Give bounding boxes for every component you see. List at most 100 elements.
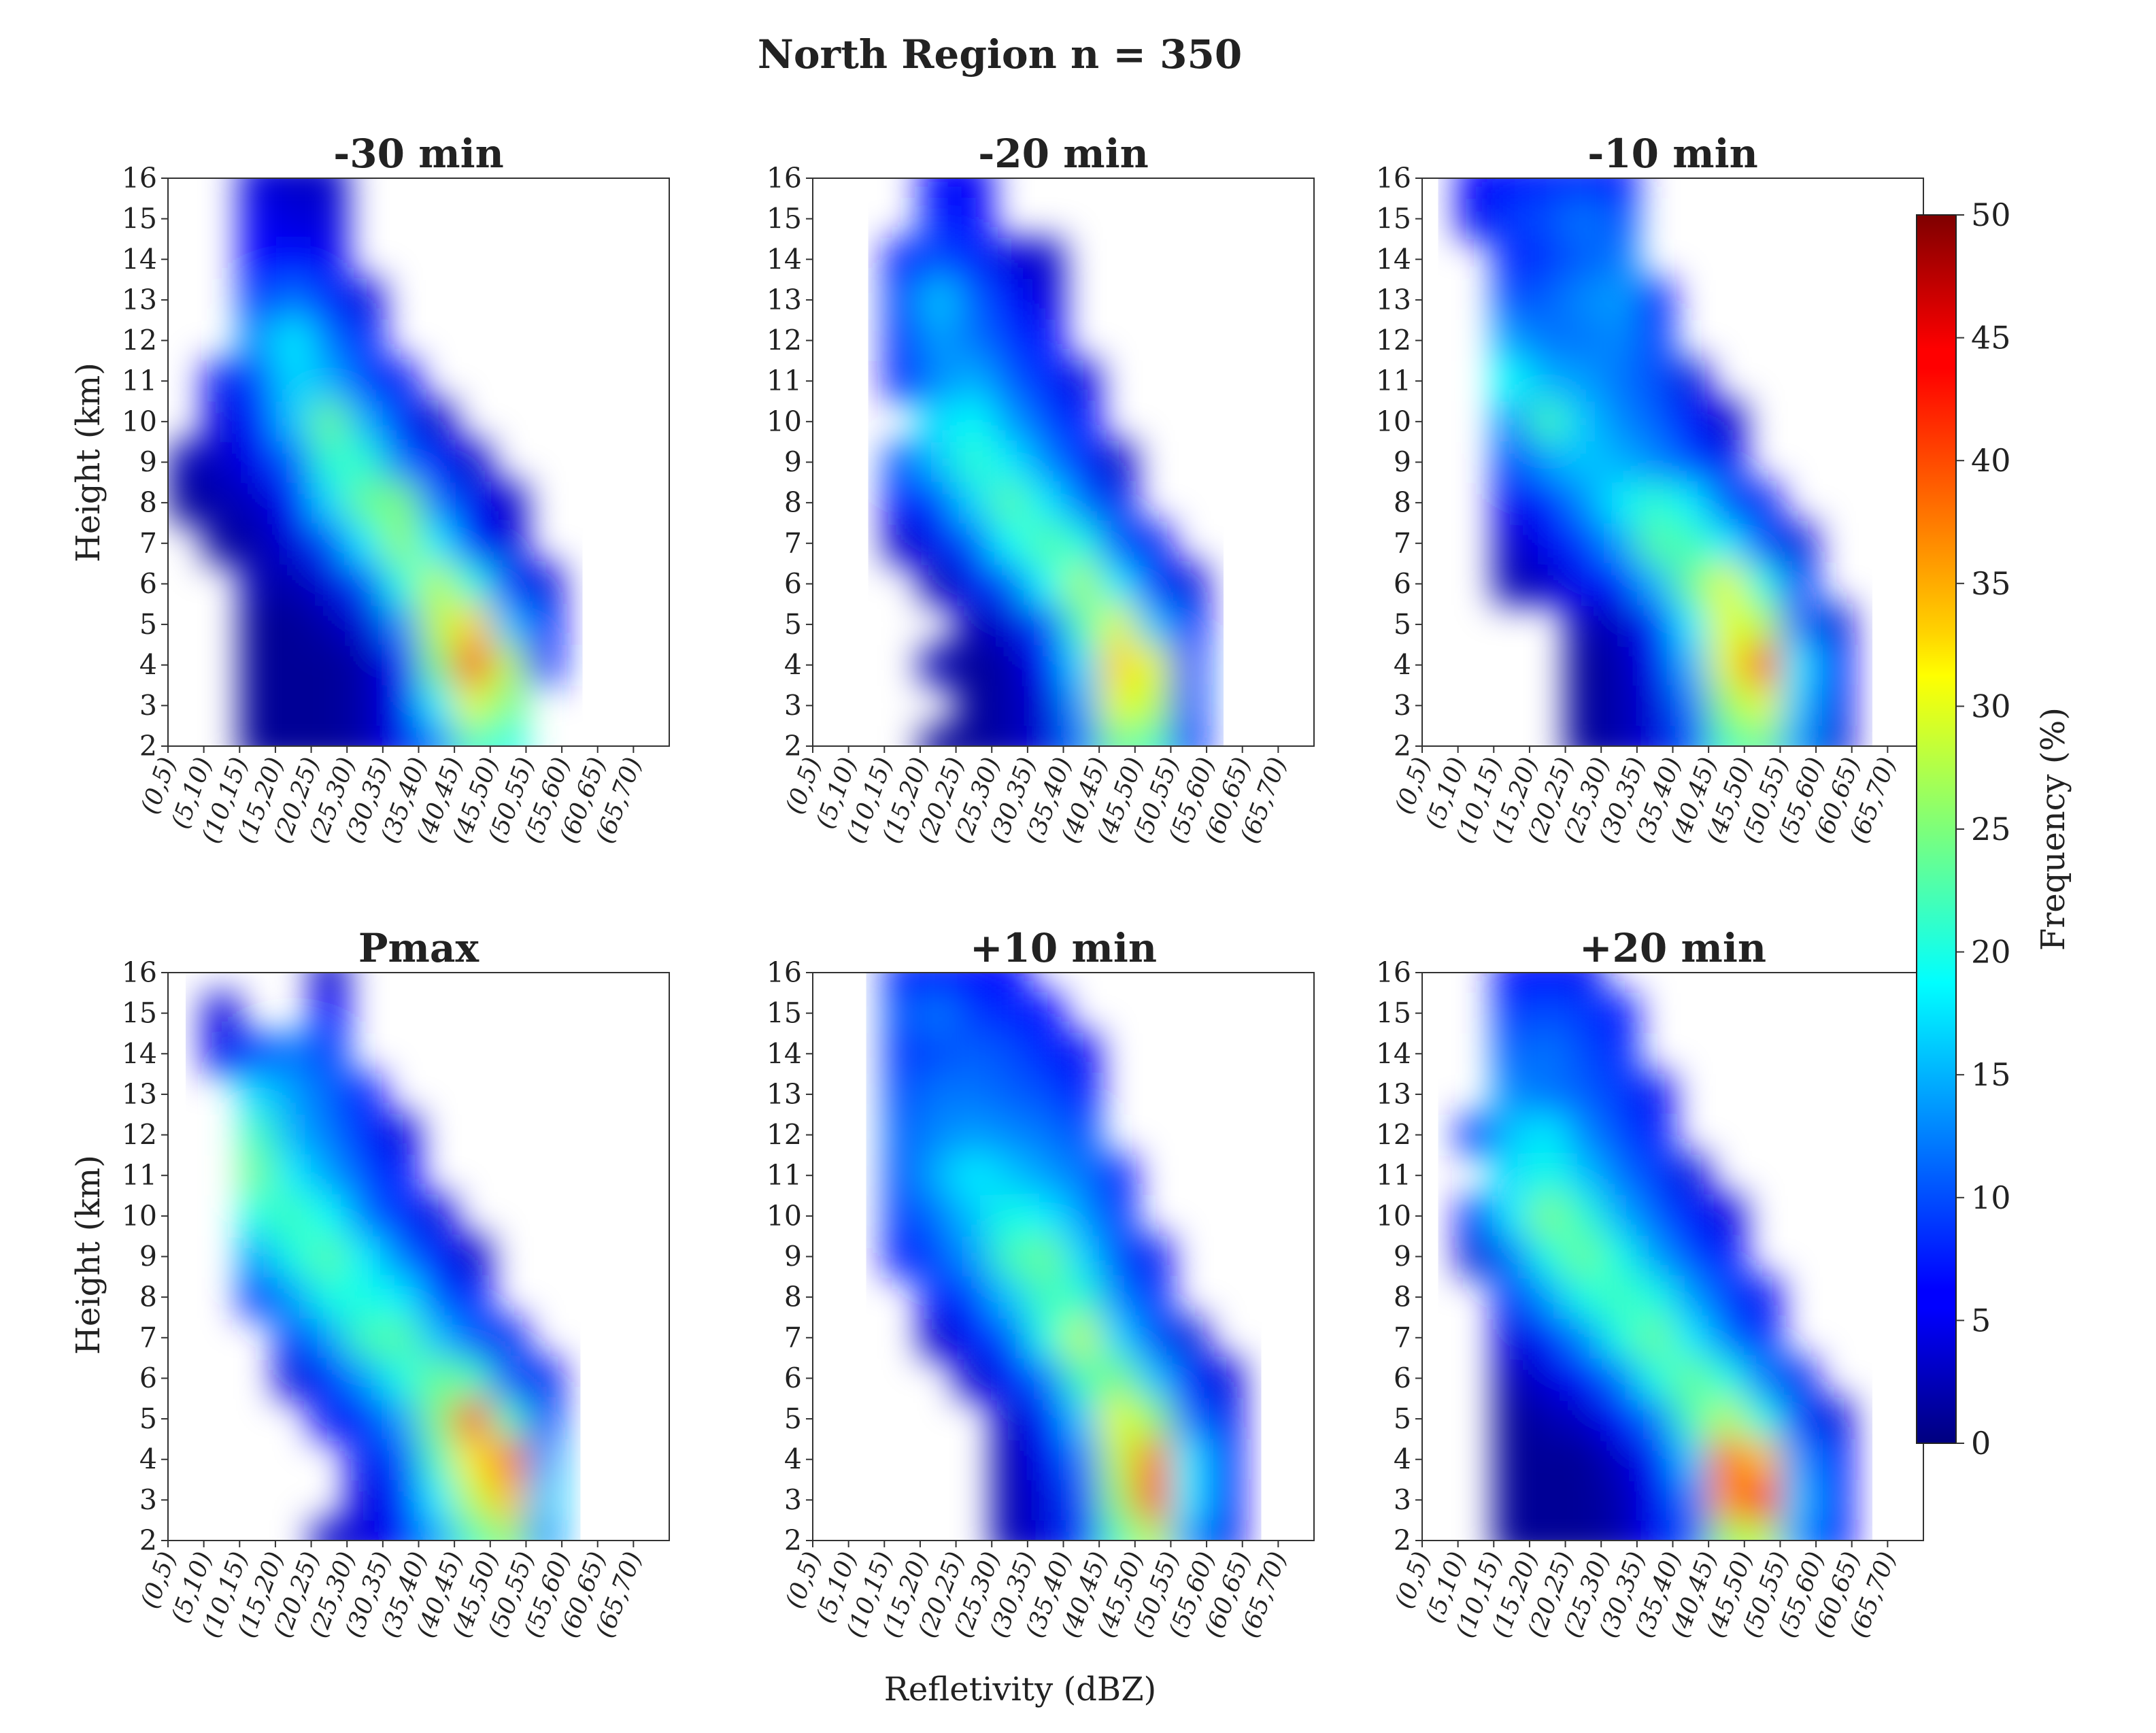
- cell: [1744, 1398, 1781, 1440]
- cell: [311, 1155, 348, 1197]
- cell: [1027, 1317, 1064, 1359]
- cell: [454, 563, 491, 605]
- cell: [347, 482, 384, 524]
- cell: [1708, 1358, 1745, 1400]
- cell: [1027, 360, 1064, 403]
- y-tick-label: 5: [1394, 608, 1411, 641]
- cell: [1027, 1236, 1064, 1278]
- cell: [203, 441, 241, 484]
- y-tick-label: 12: [767, 1119, 802, 1151]
- cell: [1601, 1074, 1638, 1115]
- cell: [1063, 644, 1100, 686]
- cell: [1099, 522, 1136, 565]
- cell: [1708, 726, 1745, 746]
- panel-title: -30 min: [333, 131, 504, 177]
- cell: [1170, 1358, 1208, 1400]
- cell: [1565, 685, 1602, 727]
- y-tick-label: 16: [122, 956, 157, 989]
- cell: [1565, 726, 1602, 746]
- cell: [311, 178, 348, 199]
- cell: [1134, 1236, 1172, 1278]
- cell: [1601, 1196, 1638, 1237]
- cell: [275, 644, 312, 686]
- cell: [239, 320, 276, 362]
- cell: [1207, 1479, 1243, 1521]
- cell: [920, 1277, 957, 1318]
- cell: [382, 563, 420, 605]
- cell: [1744, 522, 1781, 565]
- cell: [275, 726, 312, 746]
- y-tick-label: 7: [784, 527, 802, 560]
- cell: [1565, 280, 1602, 321]
- cell: [1494, 178, 1530, 199]
- y-tick-label: 7: [139, 527, 157, 560]
- cell: [992, 604, 1028, 645]
- cell: [956, 1155, 993, 1197]
- cell: [884, 482, 921, 524]
- cell: [275, 1114, 312, 1156]
- cell: [1207, 1520, 1243, 1541]
- y-tick-label: 4: [139, 649, 157, 682]
- cell: [490, 726, 527, 746]
- panel-title: Pmax: [358, 925, 479, 971]
- cell: [1494, 1520, 1530, 1541]
- panel-3: -10 min2345678910111213141516(0,5)(5,10)…: [1376, 131, 1924, 847]
- cell: [920, 1033, 957, 1075]
- cell: [1099, 1479, 1136, 1521]
- cell: [1816, 1479, 1853, 1521]
- cell: [311, 644, 348, 686]
- cell: [275, 1358, 312, 1400]
- cell: [1529, 563, 1566, 605]
- cell: [490, 1438, 527, 1481]
- cell: [275, 685, 312, 727]
- cell: [1529, 401, 1566, 443]
- cell: [275, 563, 312, 605]
- panel-2-cells: [884, 178, 1208, 746]
- cell: [490, 1358, 527, 1400]
- cell: [1063, 360, 1100, 403]
- y-tick-label: 9: [1394, 446, 1411, 479]
- cell: [1099, 563, 1136, 605]
- cell: [1099, 1317, 1136, 1359]
- cell: [490, 1398, 527, 1440]
- cell: [347, 1236, 384, 1278]
- cell: [1099, 441, 1136, 484]
- cell: [920, 1114, 957, 1156]
- cell: [1601, 1317, 1638, 1359]
- cell: [490, 1317, 527, 1359]
- cell: [992, 685, 1028, 727]
- cell: [311, 280, 348, 321]
- cell: [1529, 1398, 1566, 1440]
- y-tick-label: 6: [139, 567, 157, 600]
- cell: [1780, 1438, 1817, 1481]
- cell: [1027, 1479, 1064, 1521]
- cell: [1708, 1520, 1745, 1541]
- y-tick-label: 6: [1394, 1362, 1411, 1394]
- cell: [1063, 1033, 1100, 1075]
- panel-5: +10 min2345678910111213141516(0,5)(5,10)…: [767, 925, 1315, 1641]
- cell: [1027, 401, 1064, 443]
- cell: [956, 401, 993, 443]
- cell: [1744, 726, 1781, 746]
- cell: [1170, 1438, 1208, 1481]
- cell: [992, 1317, 1028, 1359]
- cell: [1601, 522, 1638, 565]
- cell: [920, 1196, 957, 1237]
- cell: [1134, 563, 1172, 605]
- y-tick-label: 11: [1376, 1159, 1411, 1192]
- cell: [992, 1479, 1028, 1521]
- cell: [1207, 1438, 1243, 1481]
- cell: [992, 1196, 1028, 1237]
- y-axis-label-top: Height (km): [69, 363, 107, 562]
- cell: [203, 992, 241, 1034]
- cell: [311, 1074, 348, 1115]
- cell: [1565, 198, 1602, 240]
- panel-title: +10 min: [970, 925, 1157, 971]
- cell: [347, 320, 384, 362]
- cell: [884, 1236, 921, 1278]
- cell: [1027, 644, 1064, 686]
- cell: [454, 482, 491, 524]
- cell: [239, 1114, 276, 1156]
- cell: [168, 482, 205, 524]
- cell: [347, 726, 384, 746]
